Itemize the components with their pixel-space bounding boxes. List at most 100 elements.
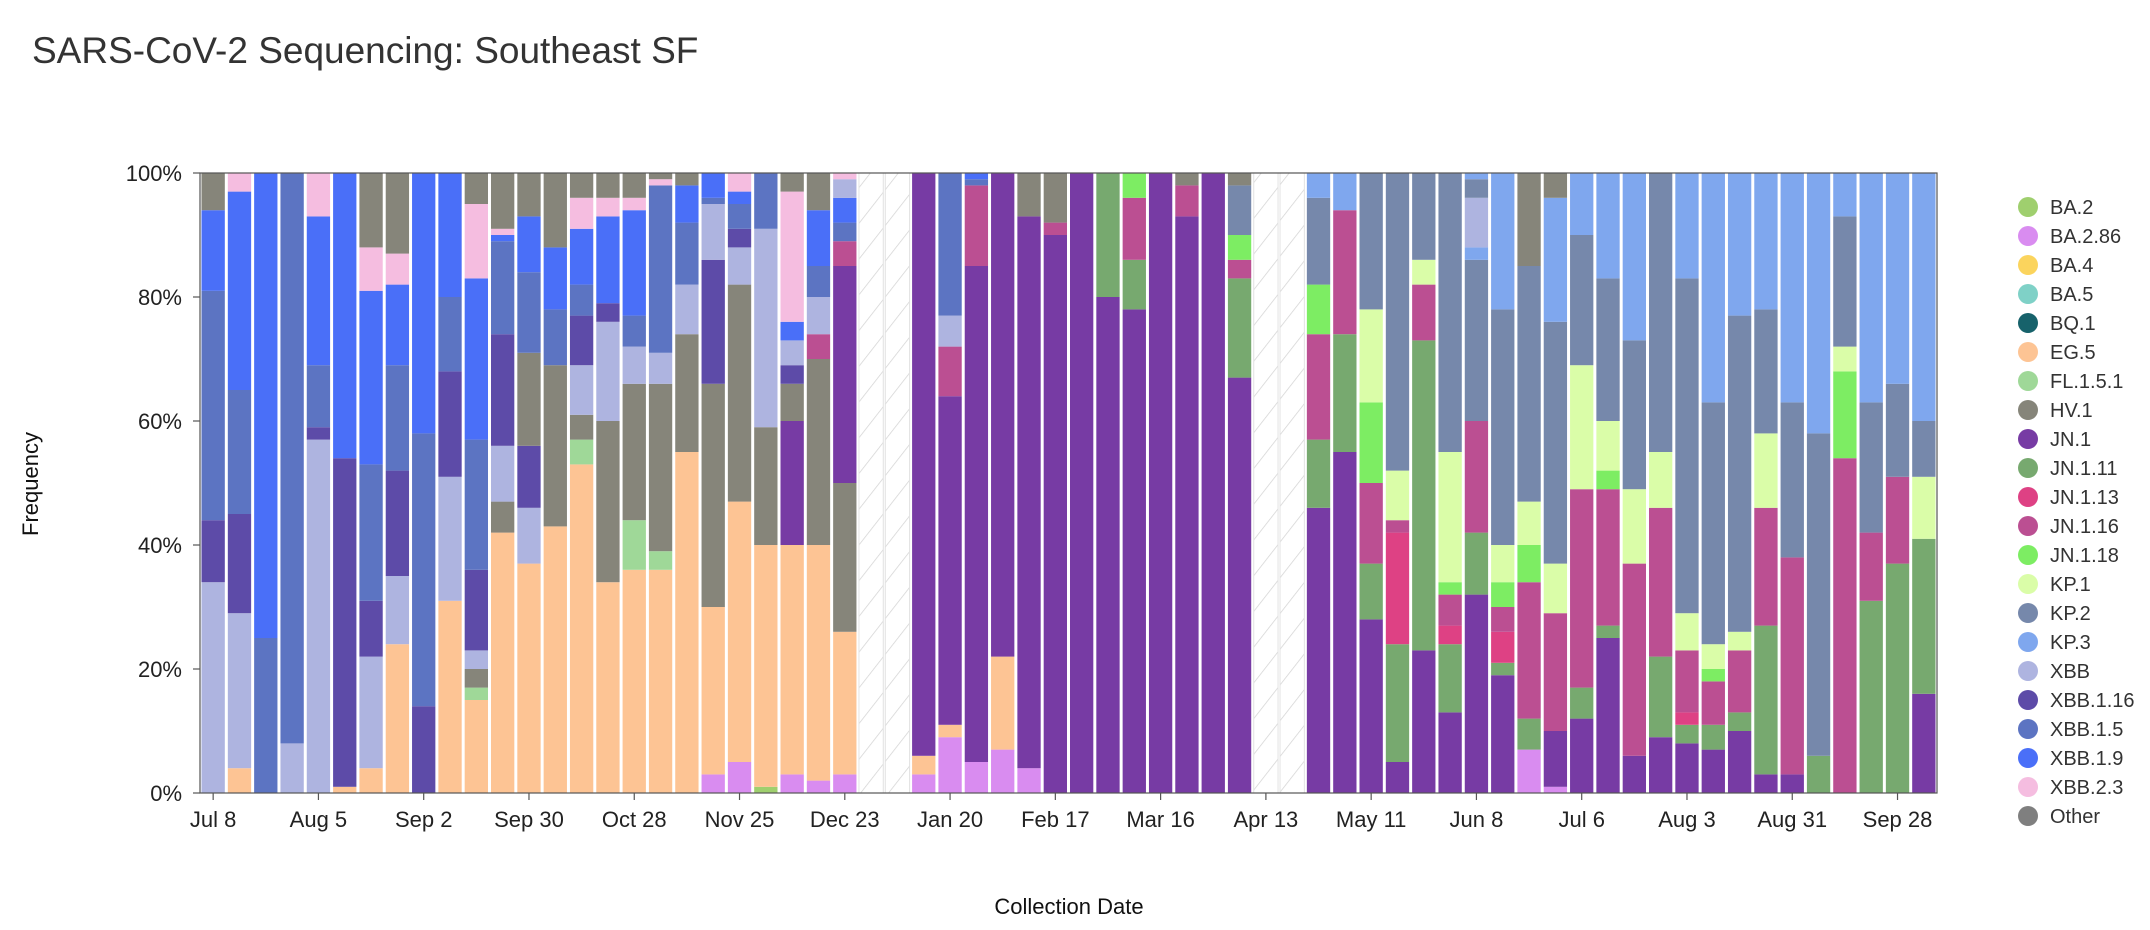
bar-segment-jn-1-11 (1754, 625, 1778, 775)
bar-segment-xbb-1-9 (359, 290, 383, 465)
bar-segment-hv-1 (727, 284, 752, 502)
bar-segment-xbb-1-5 (254, 638, 278, 793)
bar-segment-jn-1-16 (833, 241, 857, 266)
bar-segment-xbb (385, 576, 410, 645)
bar-segment-kp-3 (1833, 173, 1857, 217)
legend-marker (2018, 342, 2038, 362)
bar-segment-kp-2 (1464, 179, 1489, 198)
bar-segment-jn-1-11 (1675, 724, 1699, 744)
x-tick-label: Sep 30 (494, 807, 564, 832)
legend-label: XBB.2.3 (2050, 777, 2123, 799)
bar-segment-hv-1 (359, 173, 383, 248)
bar-segment-xbb-1-9 (675, 185, 699, 223)
bar-segment-eg-5 (675, 452, 699, 793)
x-tick-label: Feb 17 (1021, 807, 1090, 832)
bar-segment-hv-1 (1543, 173, 1568, 198)
bar-segment-jn-1 (1017, 216, 1041, 769)
bar-segment-xbb-2-3 (491, 228, 515, 235)
bar-segment-kp-1 (1675, 613, 1699, 651)
legend-marker (2018, 197, 2038, 217)
bar-segment-xbb-1-5 (280, 173, 304, 744)
legend-marker (2018, 719, 2038, 739)
bar-segment-kp-3 (1306, 173, 1331, 198)
bar-segment-hv-1 (1043, 173, 1067, 223)
bar-segment-eg-5 (938, 724, 962, 738)
bar-segment-xbb (1464, 197, 1489, 248)
bar-segment-jn-1-11 (1912, 538, 1936, 694)
legend-label: JN.1.16 (2050, 516, 2119, 538)
bar-segment-xbb (227, 613, 252, 769)
bar-segment-eg-5 (438, 600, 462, 793)
bar-segment-eg-5 (780, 545, 804, 775)
bar-segment-jn-1-16 (1517, 582, 1541, 719)
bar-segment-xbb-1-5 (622, 315, 646, 347)
bar-segment-jn-1 (1043, 235, 1067, 793)
bar-segment-jn-1-16 (1412, 284, 1436, 341)
bar-segment-jn-1-18 (1517, 545, 1541, 583)
bar-segment-kp-1 (1412, 259, 1436, 285)
bar-segment-xbb (491, 445, 515, 502)
bar-segment-hv-1 (569, 414, 594, 440)
bar-segment-jn-1-16 (1754, 507, 1778, 626)
bar-segment-jn-1-11 (1596, 625, 1620, 638)
bar-segment-xbb (780, 340, 804, 366)
bar-segment-xbb-1-9 (569, 228, 594, 285)
bar-segment-jn-1 (938, 396, 962, 725)
bar-segment-eg-5 (727, 501, 752, 762)
bar-segment-xbb-1-16 (464, 569, 488, 651)
bar-segment-hv-1 (648, 383, 673, 552)
bar-segment-kp-1 (1385, 470, 1410, 521)
bar-segment-eg-5 (754, 545, 778, 787)
bar-segment-hv-1 (464, 669, 488, 688)
bar-segment-xbb-1-5 (938, 173, 962, 316)
axes: 0% 20% 40% 60% 80% 100% Jul 8 Aug 5 Sep 2 Sep 30 O… (126, 161, 1938, 832)
bar-segment-jn-1-18 (1491, 582, 1515, 607)
bar-segment-kp-2 (1675, 278, 1699, 614)
x-tick-label: Aug 5 (290, 807, 348, 832)
bar-segment-eg-5 (333, 786, 357, 793)
bar-segment-xbb-2-3 (306, 173, 331, 217)
bar-segment-eg-5 (806, 545, 831, 781)
bar-segment-fl-1-5-1 (569, 439, 594, 465)
bar-segment-hv-1 (754, 427, 778, 545)
bar-segment-xbb-1-16 (780, 365, 804, 384)
bar-segment-kp-2 (1754, 309, 1778, 434)
bar-segment-jn-1-11 (1333, 334, 1357, 452)
bar-segment-jn-1 (964, 266, 989, 762)
bar-segment-hv-1 (701, 383, 725, 607)
y-tick-label: 60% (138, 409, 182, 434)
bar-segment-jn-1-16 (1675, 650, 1699, 713)
bar-segment-jn-1 (1096, 297, 1120, 793)
bar-segment-kp-1 (1649, 452, 1673, 508)
bar-no-data (1253, 172, 1279, 794)
bar-segment-jn-1-11 (1412, 340, 1436, 651)
bar-segment-xbb-1-9 (254, 173, 278, 638)
bar-segment-kp-2 (1622, 340, 1646, 490)
bar-segment-kp-2 (1727, 315, 1752, 632)
x-tick-label: Oct 28 (602, 807, 667, 832)
bar-segment-xbb-1-5 (359, 464, 383, 601)
bar-segment-jn-1 (1596, 638, 1620, 793)
bar-segment-jn-1-16 (1885, 476, 1910, 564)
bar-segment-kp-2 (1491, 309, 1515, 545)
bar-segment-jn-1 (1201, 173, 1225, 793)
bar-segment-jn-1-13 (1675, 712, 1699, 725)
bar-segment-xbb-1-5 (464, 439, 488, 570)
bar-segment-xbb-2-3 (227, 173, 252, 192)
bar-segment-xbb (464, 650, 488, 669)
x-tick-label: Sep 28 (1863, 807, 1933, 832)
bar-segment-jn-1 (1912, 693, 1936, 793)
bar-segment-ba-2 (754, 786, 778, 793)
legend-label: JN.1 (2050, 429, 2091, 451)
legend-marker (2018, 458, 2038, 478)
bar-segment-hv-1 (596, 421, 620, 583)
bar-segment-eg-5 (543, 526, 567, 793)
bar-segment-kp-3 (1806, 173, 1831, 434)
bar-segment-jn-1-11 (1438, 644, 1462, 713)
bar-segment-jn-1-11 (1859, 600, 1883, 793)
bar-segment-kp-1 (1491, 545, 1515, 583)
bar-segment-kp-1 (1596, 421, 1620, 471)
bar-segment-hv-1 (1175, 173, 1199, 186)
bar-segment-xbb-1-5 (201, 290, 225, 521)
